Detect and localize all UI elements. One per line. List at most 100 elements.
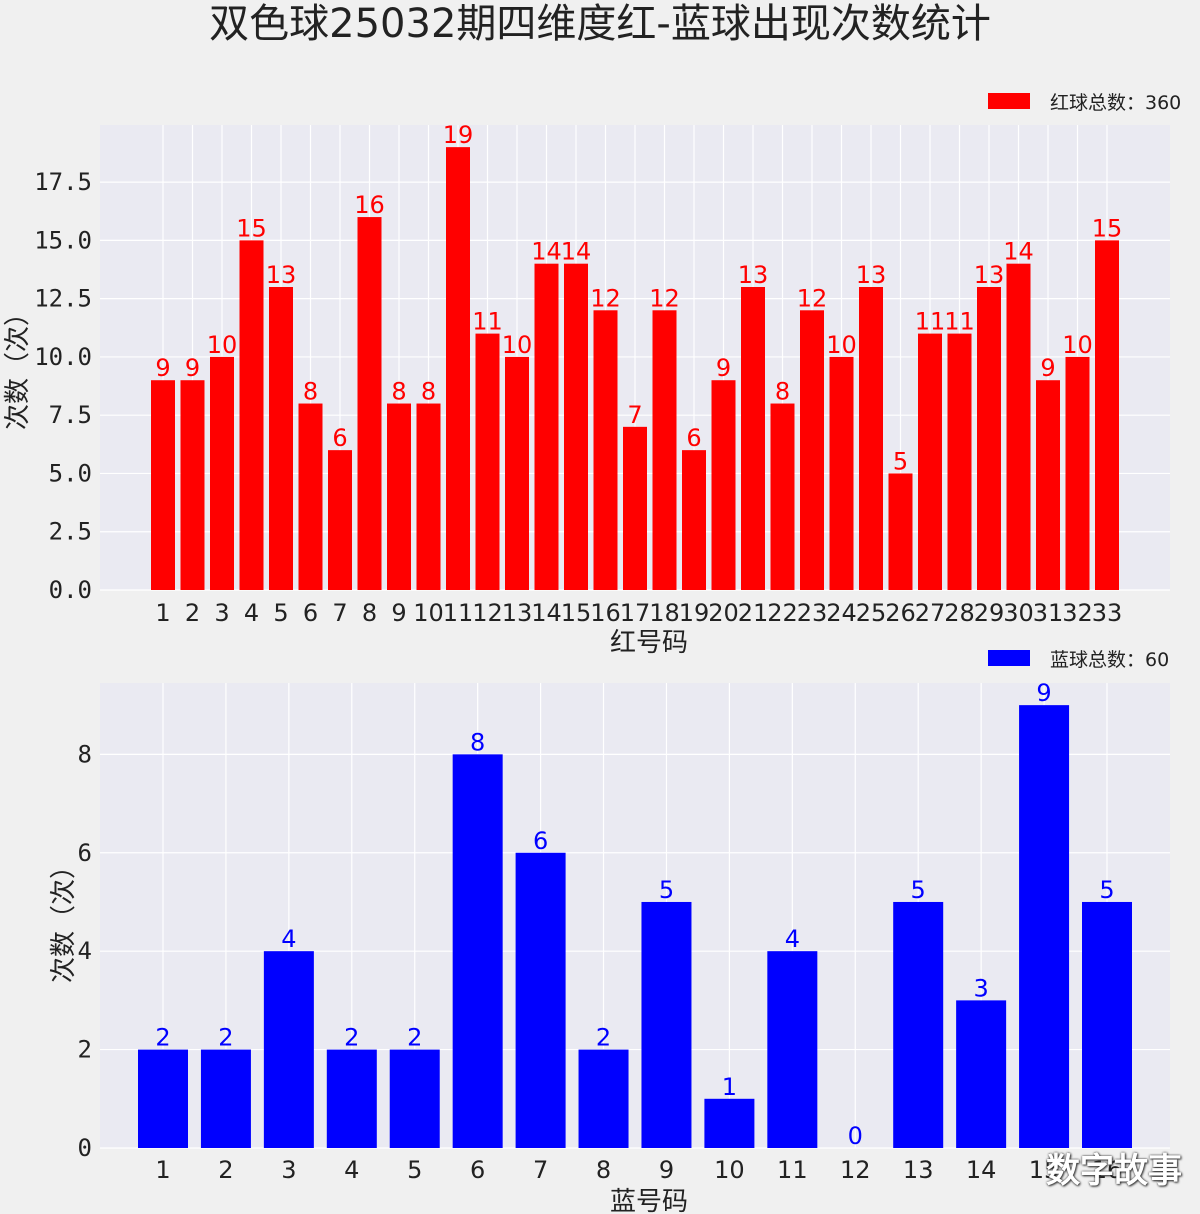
data-label-10: 1	[722, 1073, 737, 1101]
x-tick-label-11: 11	[443, 599, 474, 627]
legend-label: 红球总数：360	[1050, 92, 1181, 114]
data-label-3: 10	[207, 331, 238, 359]
data-label-27: 11	[915, 308, 946, 336]
x-tick-label-1: 1	[155, 599, 170, 627]
x-tick-label-6: 6	[470, 1156, 485, 1184]
x-tick-label-4: 4	[344, 1156, 359, 1184]
legend-swatch	[988, 650, 1030, 666]
y-tick-label: 17.5	[34, 168, 92, 196]
bar-5	[389, 1049, 440, 1148]
x-axis-title: 蓝号码	[610, 1187, 688, 1214]
data-label-2: 2	[218, 1024, 233, 1052]
x-tick-label-16: 16	[590, 599, 621, 627]
x-tick-label-19: 19	[679, 599, 710, 627]
chart-blue: 0246821224324258667285911041101251331491…	[49, 649, 1170, 1214]
data-label-13: 10	[502, 331, 533, 359]
bar-17	[623, 426, 647, 590]
legend-label: 蓝球总数：60	[1050, 649, 1169, 671]
bar-31	[1036, 380, 1060, 590]
x-tick-label-5: 5	[273, 599, 288, 627]
bar-16	[593, 310, 618, 590]
bar-11	[767, 951, 818, 1148]
bar-2	[200, 1049, 251, 1148]
data-label-4: 2	[344, 1024, 359, 1052]
bar-28	[947, 333, 972, 590]
x-tick-label-23: 23	[797, 599, 828, 627]
x-tick-label-20: 20	[708, 599, 739, 627]
data-label-1: 2	[155, 1024, 170, 1052]
bar-16	[1082, 901, 1132, 1148]
bar-23	[800, 310, 824, 590]
legend-swatch	[988, 93, 1030, 109]
data-label-19: 6	[686, 424, 701, 452]
x-tick-label-1: 1	[155, 1156, 170, 1184]
x-tick-label-4: 4	[244, 599, 259, 627]
x-tick-label-15: 15	[1029, 1156, 1060, 1184]
x-tick-label-10: 10	[714, 1156, 745, 1184]
x-tick-label-7: 7	[533, 1156, 548, 1184]
bar-11	[446, 147, 470, 590]
x-tick-label-14: 14	[966, 1156, 997, 1184]
x-tick-label-14: 14	[531, 599, 562, 627]
x-tick-label-17: 17	[620, 599, 651, 627]
x-tick-label-5: 5	[407, 1156, 422, 1184]
bar-25	[859, 286, 883, 590]
x-tick-label-30: 30	[1003, 599, 1034, 627]
data-label-32: 10	[1062, 331, 1093, 359]
data-label-24: 10	[826, 331, 857, 359]
data-label-22: 8	[775, 378, 790, 406]
bar-1	[138, 1049, 188, 1148]
data-label-21: 13	[738, 261, 769, 289]
bar-26	[888, 473, 913, 590]
watermark: 数字故事	[1046, 1151, 1182, 1191]
data-label-7: 6	[332, 424, 347, 452]
bar-5	[269, 286, 293, 590]
x-tick-label-29: 29	[974, 599, 1005, 627]
bar-14	[534, 263, 559, 590]
data-label-12: 11	[472, 308, 503, 336]
x-tick-label-16: 16	[1092, 1156, 1123, 1184]
data-label-9: 8	[391, 378, 406, 406]
bar-4	[239, 240, 264, 590]
x-tick-label-3: 3	[281, 1156, 296, 1184]
data-label-15: 9	[1036, 679, 1051, 707]
x-tick-label-8: 8	[362, 599, 377, 627]
bar-10	[416, 403, 441, 590]
data-label-5: 13	[266, 261, 297, 289]
data-label-5: 2	[407, 1024, 422, 1052]
x-tick-label-26: 26	[885, 599, 916, 627]
bar-4	[326, 1049, 377, 1148]
bar-8	[357, 217, 382, 590]
data-label-8: 16	[354, 191, 385, 219]
x-tick-label-2: 2	[218, 1156, 233, 1184]
y-axis-title: 次数（次）	[3, 300, 33, 430]
y-tick-label: 4	[78, 937, 92, 965]
bar-18	[652, 310, 677, 590]
bar-3	[210, 356, 234, 590]
x-tick-label-21: 21	[738, 599, 769, 627]
data-label-9: 5	[659, 876, 674, 904]
data-label-33: 15	[1092, 214, 1123, 242]
x-tick-label-8: 8	[596, 1156, 611, 1184]
bar-9	[641, 901, 692, 1148]
data-label-23: 12	[797, 284, 828, 312]
y-tick-label: 2.5	[49, 518, 92, 546]
x-tick-label-6: 6	[303, 599, 318, 627]
x-tick-label-9: 9	[391, 599, 406, 627]
x-tick-label-25: 25	[856, 599, 887, 627]
data-label-8: 2	[596, 1024, 611, 1052]
data-label-6: 8	[303, 378, 318, 406]
data-label-16: 5	[1099, 876, 1114, 904]
bar-30	[1006, 263, 1031, 590]
y-tick-label: 7.5	[49, 401, 92, 429]
bar-7	[515, 852, 566, 1148]
y-tick-label: 5.0	[49, 459, 92, 487]
y-tick-label: 8	[78, 740, 92, 768]
data-label-6: 8	[470, 728, 485, 756]
bar-32	[1065, 356, 1090, 590]
x-tick-label-33: 33	[1092, 599, 1123, 627]
y-axis-title: 次数（次）	[49, 853, 79, 983]
x-tick-label-3: 3	[214, 599, 229, 627]
page-title: 双色球25032期四维度红-蓝球出现次数统计	[209, 1, 991, 47]
